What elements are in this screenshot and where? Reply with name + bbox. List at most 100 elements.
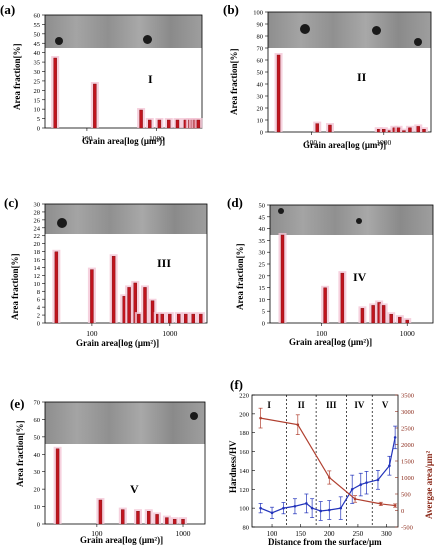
bar (155, 514, 159, 525)
bar (177, 313, 181, 324)
x-tick-label: 1000 (162, 329, 177, 338)
bar (160, 313, 164, 324)
data-point (379, 502, 383, 506)
y-tick-label: 140 (239, 468, 249, 475)
grain-dot (372, 26, 381, 35)
data-point (319, 509, 323, 513)
zone-label: IV (354, 400, 365, 410)
y-tick-label: 120 (239, 487, 249, 494)
bar (53, 57, 57, 129)
y-tick-label: 0 (262, 321, 265, 328)
y-tick-label: 15 (259, 285, 266, 292)
panel-f: (f) Hardness/HV Avergae area/μm² Distanc… (220, 375, 438, 550)
histogram-chart: 0 5 10 15 20 25 30 35 40 45 50 100 1000 (259, 203, 434, 338)
bar (137, 313, 141, 324)
y-tick-label: 20 (34, 88, 41, 95)
bar (157, 119, 162, 129)
data-point (376, 478, 380, 482)
micrograph-image (45, 15, 202, 48)
plot-frame (267, 11, 432, 133)
zone-label: II (357, 70, 367, 84)
bar (191, 313, 195, 324)
y-tick-label: 30 (259, 250, 266, 257)
y-tick-label: 14 (34, 265, 41, 272)
data-point (282, 506, 285, 510)
micrograph-image (268, 12, 431, 48)
y-tick-label: 55 (34, 22, 41, 29)
y-tick-label: 12 (34, 273, 41, 280)
x-axis-label: Grain area[log (μm²)] (76, 338, 160, 348)
grain-dot (57, 218, 67, 228)
x-tick-label: 100 (81, 134, 93, 143)
y-tick-label: 0 (37, 522, 40, 529)
x-tick-label: 150 (295, 530, 306, 538)
y-tick-label: 28 (34, 209, 41, 216)
y2-tick-label: 1500 (401, 459, 414, 466)
series-line (260, 417, 396, 507)
y-tick-label: 80 (257, 34, 264, 41)
bar (165, 517, 169, 525)
bar (90, 269, 94, 324)
y-tick-label: 60 (257, 58, 264, 65)
bar (55, 448, 60, 525)
bar (139, 109, 143, 129)
y-tick-label: 160 (239, 449, 249, 456)
bar (323, 287, 327, 324)
data-point (293, 504, 297, 508)
x-tick-label: 250 (353, 530, 364, 538)
y2-tick-label: 3500 (401, 393, 414, 400)
x-tick-label: 100 (86, 329, 98, 338)
y-tick-label: 22 (34, 233, 41, 240)
data-point (393, 436, 397, 439)
bar (175, 119, 180, 129)
y-tick-label: 50 (34, 434, 41, 441)
y-tick-label: 60 (34, 417, 41, 424)
bar (398, 316, 402, 324)
panel-label: (e) (10, 396, 25, 411)
bar-glow (385, 128, 394, 132)
micrograph-image (45, 402, 205, 444)
y2-tick-label: 2500 (401, 426, 414, 433)
bar (111, 256, 116, 324)
y2-tick-label: -500 (401, 525, 413, 532)
y-tick-label: 30 (34, 469, 41, 476)
y-tick-label: 50 (34, 31, 41, 38)
y-tick-label: 18 (34, 249, 41, 256)
panel-label: (c) (4, 195, 19, 210)
y-tick-label: 5 (37, 116, 40, 123)
y-tick-label: 40 (34, 50, 41, 57)
panel-c: (c) Area fraction[%] Grain area[log (μm²… (0, 190, 215, 350)
data-point (350, 487, 354, 491)
y-tick-label: 4 (37, 305, 41, 312)
y-tick-label: 35 (34, 60, 41, 67)
y2-tick-label: 1000 (401, 475, 414, 482)
data-point (388, 464, 391, 468)
data-point (305, 502, 308, 505)
x-tick-label: 200 (324, 530, 335, 538)
y-tick-label: 90 (257, 22, 264, 29)
x-tick-label: 100 (91, 529, 103, 538)
bar (416, 126, 420, 133)
y-tick-label: 0 (37, 126, 40, 133)
bar (98, 499, 103, 525)
y-tick-label: 40 (257, 82, 264, 89)
data-point (339, 506, 343, 510)
grain-dot (190, 412, 198, 420)
panel-label: (d) (227, 195, 243, 210)
x-tick-label: 100 (306, 138, 318, 147)
x-axis-label: Grain area[log (μm²)] (289, 337, 373, 347)
bar (181, 518, 185, 525)
y-tick-label: 45 (34, 41, 41, 48)
bar (328, 124, 332, 133)
y-tick-label: 200 (239, 411, 249, 418)
y-tick-label: 26 (34, 217, 41, 224)
y-tick-label: 10 (34, 281, 41, 288)
zone-label: IV (353, 270, 367, 284)
data-point (259, 506, 262, 510)
zone-label: V (130, 482, 139, 496)
bar (168, 313, 172, 324)
y-tick-label: 15 (34, 97, 41, 104)
bar (184, 313, 188, 324)
bar-glow (399, 128, 408, 132)
